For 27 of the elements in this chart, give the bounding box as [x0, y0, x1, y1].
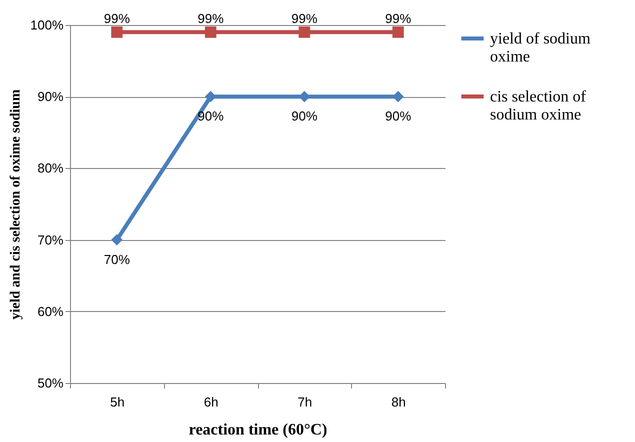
point: [392, 26, 404, 38]
x-tick-label: 7h: [298, 394, 312, 410]
x-axis-title: reaction time (60°C): [188, 422, 328, 438]
legend-label: yield of sodium oxime: [490, 30, 591, 66]
data-label: 90%: [385, 108, 412, 124]
y-tick-label: 50%: [37, 376, 64, 390]
y-tick-label: 70%: [37, 232, 64, 248]
data-label: 90%: [291, 108, 318, 124]
x-tick-label: 8h: [391, 394, 406, 410]
y-axis-title: yield and cis selection of oxime sodium: [8, 89, 24, 320]
data-label: 99%: [291, 11, 318, 26]
y-tick-label: 80%: [37, 160, 64, 176]
y-tick-label: 100%: [30, 18, 64, 32]
data-label: 99%: [104, 11, 130, 26]
y-tick-label: 60%: [37, 304, 64, 319]
data-label: 70%: [104, 252, 130, 267]
data-label: 99%: [198, 11, 224, 26]
point: [204, 26, 216, 38]
point: [298, 26, 310, 38]
data-label: 99%: [385, 11, 412, 26]
y-tick-label: 90%: [37, 89, 64, 104]
x-tick-label: 6h: [204, 394, 218, 410]
point: [111, 26, 123, 38]
legend-label: cis selection of sodium oxime: [490, 88, 587, 124]
data-label: 90%: [198, 108, 224, 124]
x-tick-label: 5h: [110, 394, 125, 410]
point: [111, 234, 123, 246]
